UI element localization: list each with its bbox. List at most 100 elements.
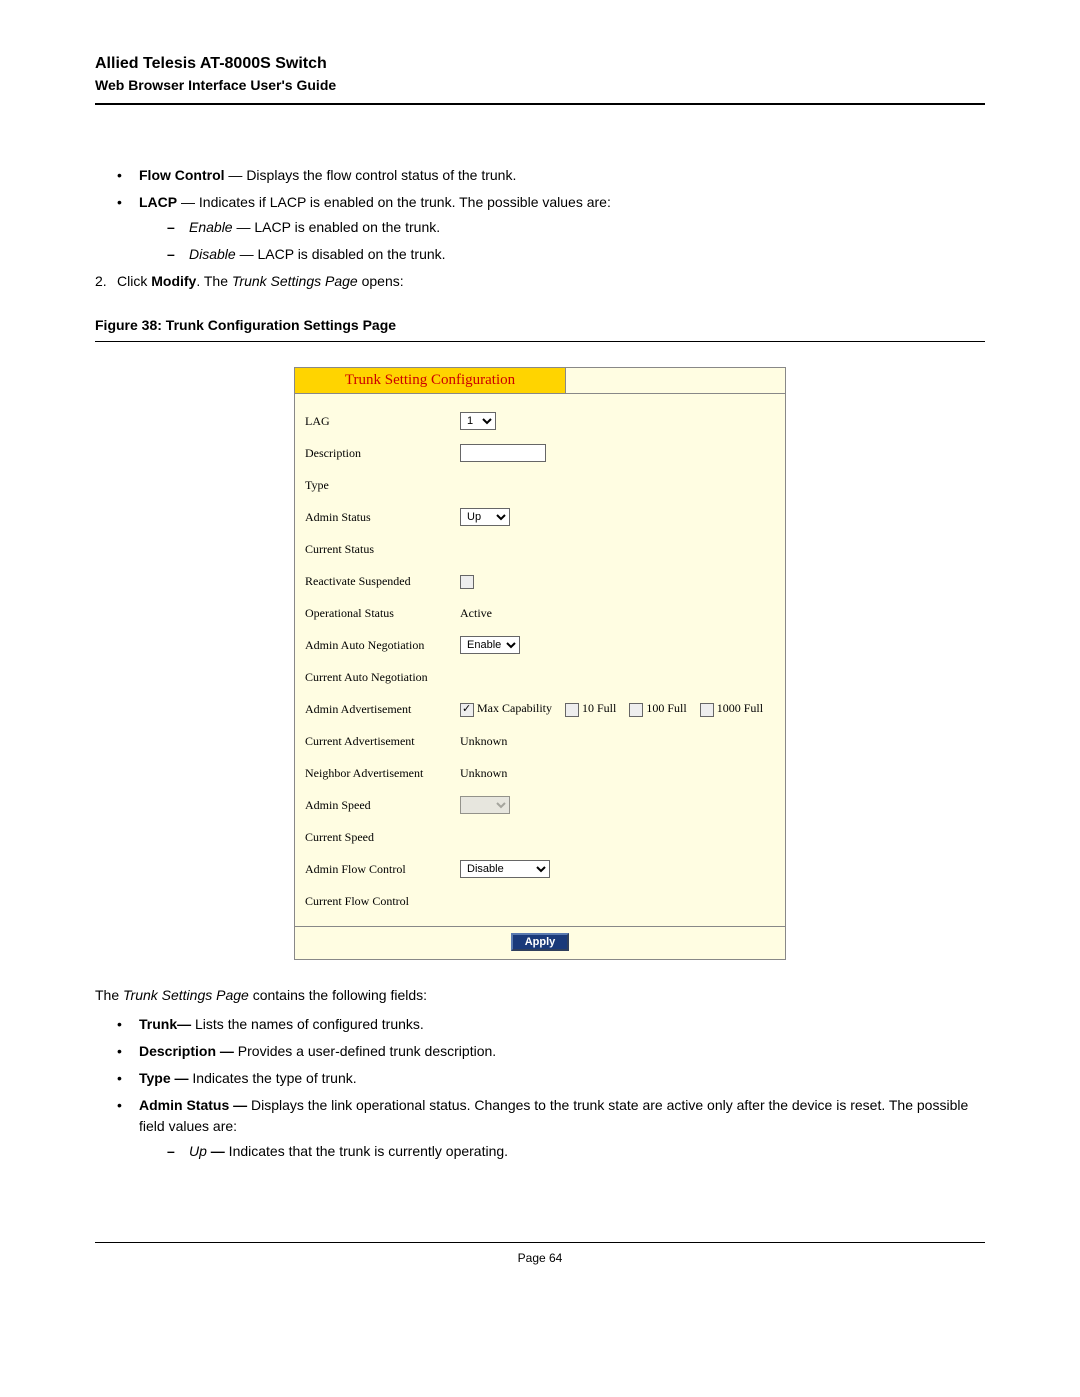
adv-check-10[interactable]: [565, 703, 579, 717]
top-bullet-list: Flow Control — Displays the flow control…: [117, 165, 985, 265]
row-current-flow: Current Flow Control: [305, 886, 775, 916]
bullet-text: — Indicates if LACP is enabled on the tr…: [177, 194, 611, 210]
label-admin-status: Admin Status: [305, 510, 460, 525]
step-text-b: . The: [196, 273, 232, 289]
label-current-speed: Current Speed: [305, 830, 460, 845]
ss-header: Trunk Setting Configuration: [295, 368, 785, 394]
bullet-text: — Displays the flow control status of th…: [225, 167, 517, 183]
step-text-c: opens:: [358, 273, 404, 289]
figure-caption: Figure 38: Trunk Configuration Settings …: [95, 317, 985, 333]
row-admin-speed: Admin Speed: [305, 790, 775, 820]
bullet-bold: Flow Control: [139, 167, 225, 183]
admin-auto-select[interactable]: Enable: [460, 636, 520, 654]
row-current-speed: Current Speed: [305, 822, 775, 852]
value-admin-adv: Max Capability 10 Full 100 Full 1000 Ful…: [460, 701, 775, 716]
b-rest: Provides a user-defined trunk descriptio…: [234, 1043, 496, 1059]
label-current-adv: Current Advertisement: [305, 734, 460, 749]
label-admin-flow: Admin Flow Control: [305, 862, 460, 877]
bullet-type: Type — Indicates the type of trunk.: [117, 1068, 985, 1089]
sub-up: Up — Indicates that the trunk is current…: [167, 1141, 985, 1162]
doc-title: Allied Telesis AT-8000S Switch: [95, 55, 985, 73]
bullet-bold: LACP: [139, 194, 177, 210]
figure-rule: [95, 341, 985, 342]
b-bold: Trunk—: [139, 1016, 191, 1032]
b-rest: Displays the link operational status. Ch…: [139, 1097, 968, 1134]
row-operational: Operational Status Active: [305, 598, 775, 628]
row-admin-status: Admin Status Up: [305, 502, 775, 532]
step-text-a: Click: [117, 273, 151, 289]
intro-a: The: [95, 987, 123, 1003]
row-type: Type: [305, 470, 775, 500]
sub-disable: Disable — LACP is disabled on the trunk.: [167, 244, 985, 265]
sub-list-2: Up — Indicates that the trunk is current…: [167, 1141, 985, 1162]
row-description: Description: [305, 438, 775, 468]
row-admin-flow: Admin Flow Control Disable: [305, 854, 775, 884]
b-bold: Type —: [139, 1070, 189, 1086]
bullet-lacp: LACP — Indicates if LACP is enabled on t…: [117, 192, 985, 265]
description-input[interactable]: [460, 444, 546, 462]
adv-label-max: Max Capability: [477, 701, 552, 715]
sub-list: Enable — LACP is enabled on the trunk. D…: [167, 217, 985, 265]
bullet-description: Description — Provides a user-defined tr…: [117, 1041, 985, 1062]
admin-flow-select[interactable]: Disable: [460, 860, 550, 878]
row-current-status: Current Status: [305, 534, 775, 564]
row-reactivate: Reactivate Suspended: [305, 566, 775, 596]
sub-rest: Indicates that the trunk is currently op…: [225, 1143, 508, 1159]
sub-italic: Enable: [189, 219, 233, 235]
sub-text: — LACP is enabled on the trunk.: [233, 219, 441, 235]
label-lag: LAG: [305, 414, 460, 429]
bullet-trunk: Trunk— Lists the names of configured tru…: [117, 1014, 985, 1035]
adv-label-100: 100 Full: [646, 701, 686, 715]
label-operational: Operational Status: [305, 606, 460, 621]
trunk-config-screenshot: Trunk Setting Configuration LAG 1 Descri…: [294, 367, 786, 960]
step-num: 2.: [95, 271, 107, 292]
bullet-admin-status: Admin Status — Displays the link operati…: [117, 1095, 985, 1162]
doc-subtitle: Web Browser Interface User's Guide: [95, 77, 985, 93]
label-current-auto: Current Auto Negotiation: [305, 670, 460, 685]
sub-italic: Up: [189, 1143, 211, 1159]
b-rest: Lists the names of configured trunks.: [191, 1016, 424, 1032]
value-neighbor-adv: Unknown: [460, 766, 775, 781]
footer-rule: [95, 1242, 985, 1243]
label-current-status: Current Status: [305, 542, 460, 557]
sub-dash: —: [211, 1143, 225, 1159]
value-operational: Active: [460, 606, 775, 621]
sub-enable: Enable — LACP is enabled on the trunk.: [167, 217, 985, 238]
sub-italic: Disable: [189, 246, 236, 262]
reactivate-checkbox[interactable]: [460, 575, 474, 589]
label-admin-adv: Admin Advertisement: [305, 702, 460, 717]
admin-speed-select[interactable]: [460, 796, 510, 814]
row-neighbor-adv: Neighbor Advertisement Unknown: [305, 758, 775, 788]
below-intro: The Trunk Settings Page contains the fol…: [95, 985, 985, 1006]
label-current-flow: Current Flow Control: [305, 894, 460, 909]
step-bold: Modify: [151, 273, 196, 289]
label-type: Type: [305, 478, 460, 493]
page-number: Page 64: [95, 1251, 985, 1265]
value-current-adv: Unknown: [460, 734, 775, 749]
step-2: 2. Click Modify. The Trunk Settings Page…: [95, 271, 985, 292]
row-current-auto: Current Auto Negotiation: [305, 662, 775, 692]
ss-body: LAG 1 Description Type Admin Status Up C…: [295, 394, 785, 926]
step-italic: Trunk Settings Page: [232, 273, 358, 289]
label-admin-speed: Admin Speed: [305, 798, 460, 813]
b-bold: Admin Status —: [139, 1097, 247, 1113]
adv-check-1000[interactable]: [700, 703, 714, 717]
label-admin-auto: Admin Auto Negotiation: [305, 638, 460, 653]
adv-check-max[interactable]: [460, 703, 474, 717]
below-bullet-list: Trunk— Lists the names of configured tru…: [117, 1014, 985, 1162]
header-rule: [95, 103, 985, 105]
row-admin-adv: Admin Advertisement Max Capability 10 Fu…: [305, 694, 775, 724]
adv-label-1000: 1000 Full: [717, 701, 763, 715]
b-rest: Indicates the type of trunk.: [189, 1070, 357, 1086]
b-bold: Description —: [139, 1043, 234, 1059]
lag-select[interactable]: 1: [460, 412, 496, 430]
adv-label-10: 10 Full: [582, 701, 616, 715]
row-current-adv: Current Advertisement Unknown: [305, 726, 775, 756]
row-lag: LAG 1: [305, 406, 775, 436]
apply-button[interactable]: Apply: [511, 933, 570, 951]
admin-status-select[interactable]: Up: [460, 508, 510, 526]
bullet-flow-control: Flow Control — Displays the flow control…: [117, 165, 985, 186]
label-reactivate: Reactivate Suspended: [305, 574, 460, 589]
adv-check-100[interactable]: [629, 703, 643, 717]
row-admin-auto: Admin Auto Negotiation Enable: [305, 630, 775, 660]
